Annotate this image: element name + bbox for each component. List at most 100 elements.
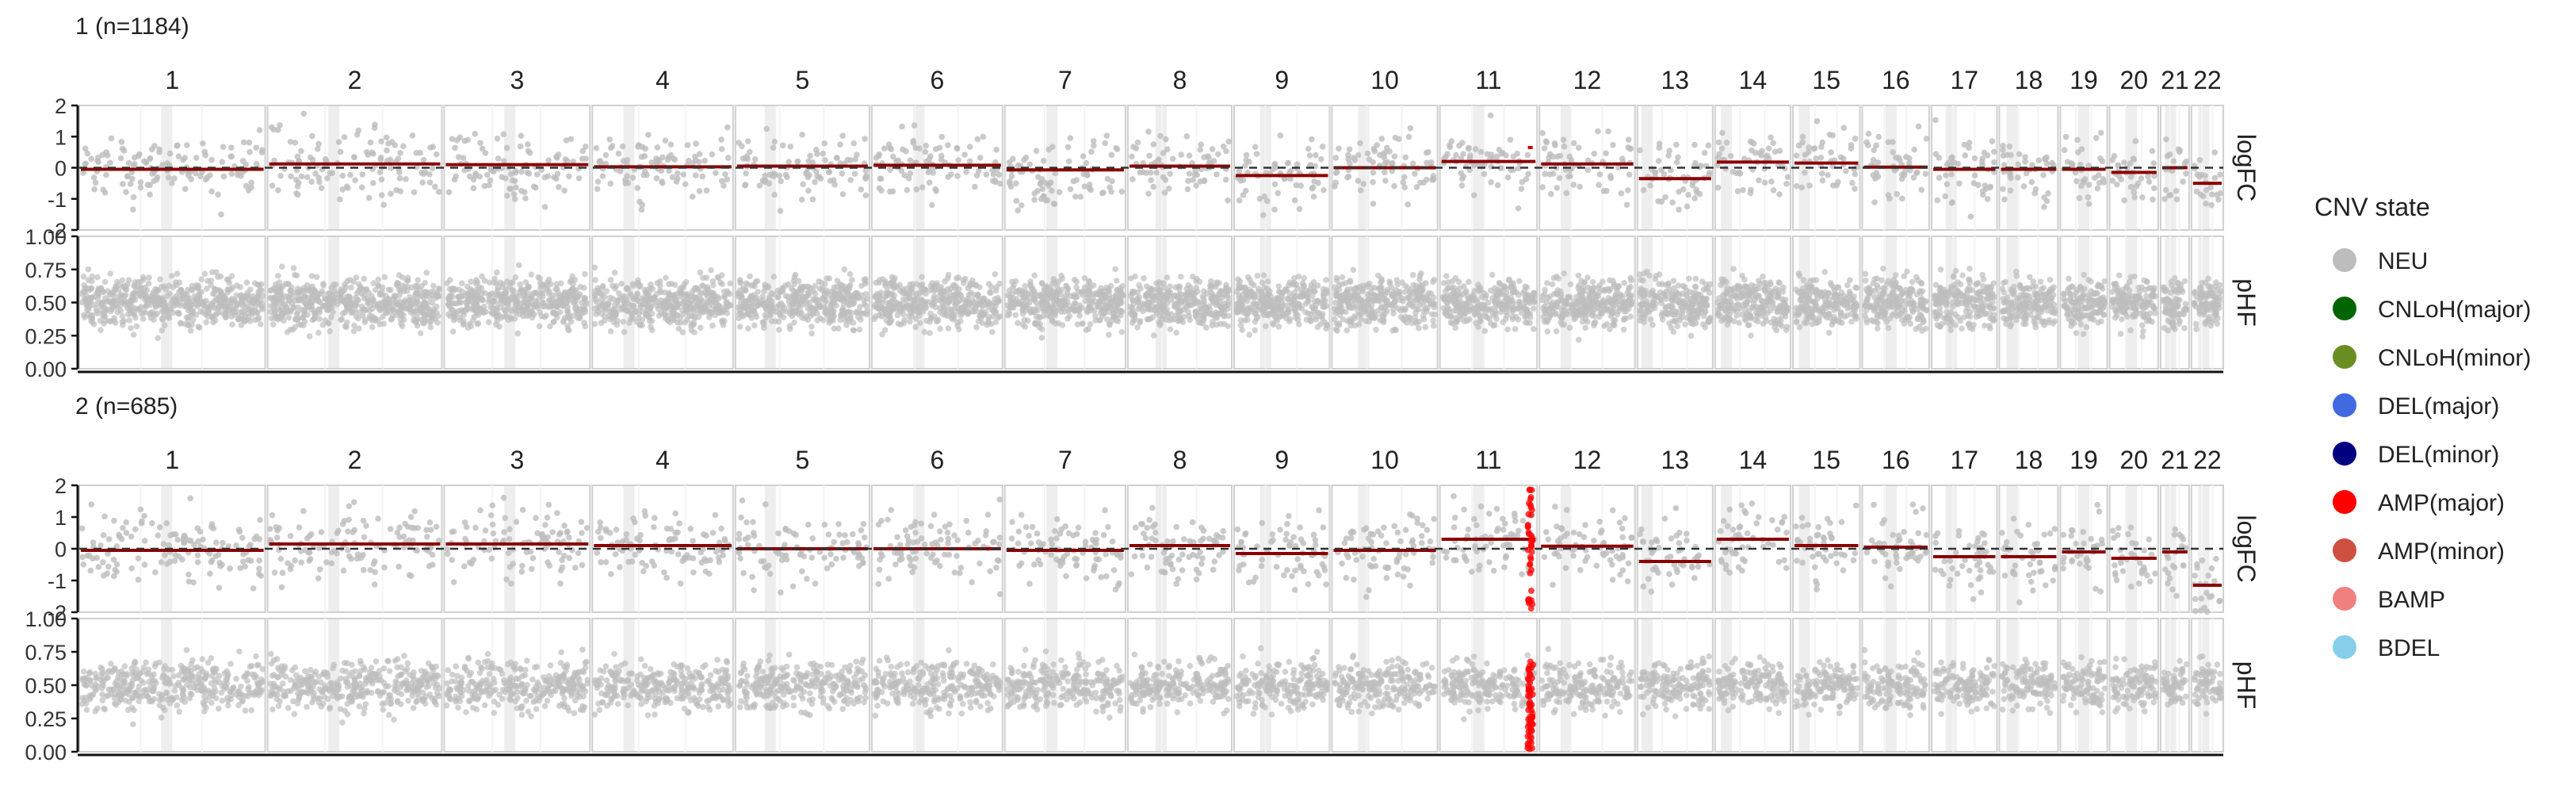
phf-point — [900, 285, 907, 293]
logfc-point — [166, 150, 174, 157]
logfc-point — [675, 175, 681, 182]
phf-point — [1156, 298, 1163, 305]
phf-point — [942, 307, 949, 314]
logfc-point — [1382, 178, 1389, 184]
phf-point — [369, 324, 376, 331]
logfc-point — [744, 138, 751, 144]
phf-point — [607, 328, 614, 335]
logfc-point — [701, 158, 708, 164]
phf-point — [592, 277, 598, 283]
phf-point — [932, 304, 939, 311]
phf-point — [473, 277, 480, 283]
logfc-point — [1306, 152, 1313, 159]
logfc-point — [180, 156, 186, 163]
phf-point — [816, 301, 823, 308]
phf-point — [1275, 303, 1281, 309]
logfc-point — [419, 169, 425, 176]
chromosome-label: 3 — [510, 66, 524, 94]
phf-point — [388, 316, 396, 322]
logfc-point — [980, 133, 987, 140]
logfc-point — [556, 184, 562, 190]
phf-point — [1418, 270, 1424, 277]
logfc-point — [777, 208, 784, 214]
phf-point — [407, 306, 413, 313]
phf-point — [1031, 320, 1038, 327]
phf-point — [319, 321, 327, 328]
logfc-point — [522, 195, 529, 201]
phf-point — [485, 319, 492, 326]
phf-point — [906, 289, 913, 297]
phf-point — [117, 308, 124, 314]
phf-point — [491, 275, 498, 282]
phf-point — [85, 277, 92, 284]
phf-point — [180, 292, 186, 298]
phf-point — [1045, 312, 1052, 319]
phf-point — [888, 307, 895, 313]
logfc-point — [756, 182, 763, 189]
logfc-point — [948, 171, 954, 178]
phf-point — [417, 287, 424, 293]
phf-point — [89, 312, 96, 319]
phf-point — [541, 313, 548, 320]
phf-point — [760, 319, 767, 325]
phf-point — [380, 320, 387, 328]
phf-point — [602, 307, 609, 314]
phf-point — [203, 285, 210, 292]
logfc-point — [413, 149, 420, 156]
phf-point — [689, 289, 696, 296]
phf-point — [99, 312, 106, 319]
logfc-point — [1271, 206, 1278, 213]
phf-point — [1209, 294, 1216, 301]
phf-point — [591, 264, 598, 271]
phf-point — [1308, 282, 1315, 289]
logfc-point — [1178, 151, 1185, 159]
logfc-point — [120, 147, 128, 154]
phf-point — [548, 295, 555, 301]
logfc-point — [103, 171, 109, 178]
phf-point — [294, 285, 301, 292]
logfc-point — [431, 183, 438, 190]
logfc-point — [1049, 187, 1055, 194]
chromosome-label: 2 — [348, 66, 362, 94]
phf-point — [493, 314, 500, 320]
logfc-point — [1209, 146, 1216, 152]
logfc-point — [247, 148, 253, 155]
logfc-point — [847, 157, 854, 164]
chromosome-label: 9 — [1275, 66, 1289, 94]
phf-point — [862, 278, 869, 285]
phf-point — [285, 314, 292, 321]
phf-point — [1037, 291, 1043, 298]
phf-point — [320, 280, 327, 287]
logfc-point — [996, 171, 1003, 178]
phf-point — [527, 295, 534, 302]
logfc-point — [1271, 181, 1278, 188]
logfc-point — [1313, 151, 1319, 159]
phf-point — [235, 315, 243, 322]
logfc-point — [575, 175, 583, 182]
phf-point — [1129, 290, 1136, 297]
phf-point — [85, 266, 92, 273]
logfc-point — [358, 184, 365, 191]
phf-point — [927, 318, 933, 325]
logfc-point — [378, 138, 384, 144]
logfc-point — [1118, 188, 1126, 195]
logfc-point — [776, 172, 783, 179]
phf-point — [788, 285, 795, 292]
logfc-point — [1167, 170, 1173, 178]
logfc-point — [220, 144, 227, 151]
phf-point — [520, 303, 527, 310]
phf-point — [1113, 278, 1120, 284]
phf-point — [756, 301, 763, 308]
phf-point — [1148, 306, 1156, 313]
phf-point — [1053, 282, 1061, 289]
phf-point — [266, 294, 273, 301]
phf-point — [709, 322, 716, 329]
phf-point — [1416, 276, 1423, 283]
logfc-point — [923, 142, 930, 149]
logfc-point — [409, 132, 416, 139]
logfc-point — [318, 185, 325, 192]
logfc-point — [182, 186, 189, 193]
logfc-point — [1378, 136, 1385, 142]
logfc-point — [639, 201, 645, 208]
phf-point — [107, 270, 113, 277]
